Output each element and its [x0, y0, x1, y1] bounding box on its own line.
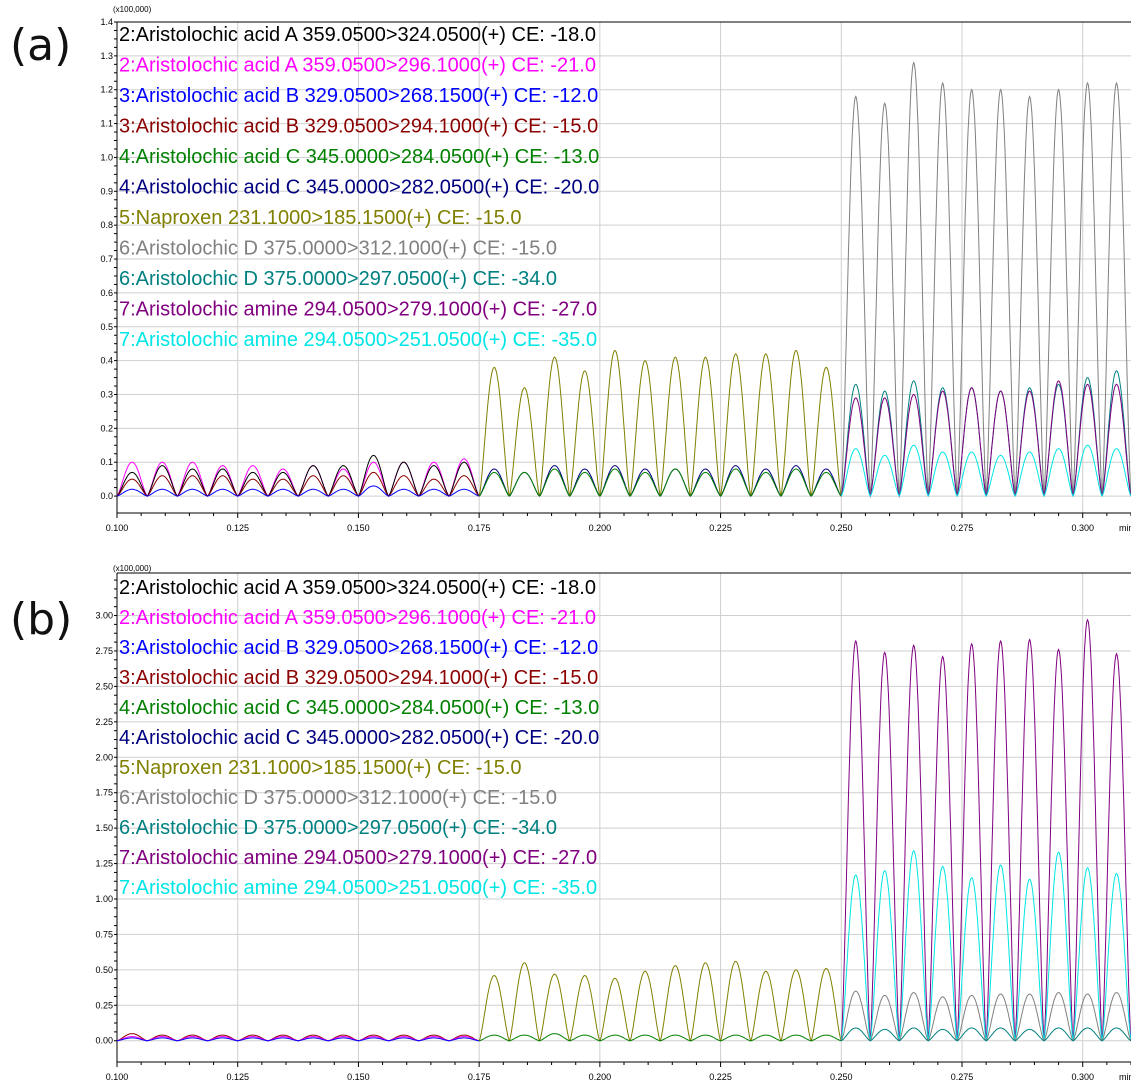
y-tick-label: 1.1	[100, 119, 113, 129]
trace-aam-251	[840, 850, 1131, 1041]
legend-entry-nap-185: 5:Naproxen 231.1000>185.1500(+) CE: -15.…	[119, 207, 522, 229]
y-tick-label: 0.3	[100, 389, 113, 399]
y-tick-label: 1.75	[95, 788, 113, 798]
x-tick-label: 0.275	[951, 523, 974, 533]
x-tick-label: 0.250	[830, 523, 853, 533]
legend: 2:Aristolochic acid A 359.0500>324.0500(…	[119, 577, 599, 899]
y-tick-label: 0.00	[95, 1036, 113, 1046]
trace-aam-251	[840, 444, 1131, 498]
x-tick-label: 0.300	[1071, 1072, 1094, 1082]
trace-aac-284	[479, 1033, 842, 1042]
y-tick-label: 1.3	[100, 51, 113, 61]
trace-nap-185	[478, 960, 842, 1043]
x-tick-label: 0.175	[468, 523, 491, 533]
legend-entry-aac-284: 4:Aristolochic acid C 345.0000>284.0500(…	[119, 697, 599, 719]
legend-entry-aab-294: 3:Aristolochic acid B 329.0500>294.1000(…	[119, 116, 598, 138]
legend-entry-aaa-296: 2:Aristolochic acid A 359.0500>296.1000(…	[119, 55, 596, 77]
legend-entry-aad-312: 6:Aristolochic D 375.0000>312.1000(+) CE…	[119, 238, 557, 260]
x-tick-label: 0.225	[709, 523, 732, 533]
trace-aab-268	[116, 485, 480, 497]
y-tick-label: 1.50	[95, 823, 113, 833]
legend-entry-aam-279: 7:Aristolochic amine 294.0500>279.1000(+…	[119, 299, 597, 321]
trace-aaa-296	[116, 1036, 480, 1042]
chromatogram-a-svg: 0.100 0.125 0.150 0.175 0.200 0.225 0.250 0.275…	[100, 5, 1131, 533]
y-tick-label: 0.8	[100, 220, 113, 230]
legend-entry-aac-282: 4:Aristolochic acid C 345.0000>282.0500(…	[119, 727, 599, 749]
y-tick-label: 1.4	[100, 17, 113, 27]
trace-aac-282	[478, 465, 842, 497]
x-tick-label: 0.225	[709, 1072, 732, 1082]
y-tick-label: 2.25	[95, 717, 113, 727]
y-tick-label: 0.1	[100, 457, 113, 467]
y-tick-label: 0.0	[100, 491, 113, 501]
x-tick-label: 0.250	[830, 1072, 853, 1082]
legend-entry-aac-282: 4:Aristolochic acid C 345.0000>282.0500(…	[119, 177, 599, 199]
y-tick-label: 0.6	[100, 288, 113, 298]
trace-aad-297	[840, 370, 1131, 497]
y-tick-label: 1.25	[95, 859, 113, 869]
trace-aac-284	[478, 468, 842, 497]
legend-entry-aab-294: 3:Aristolochic acid B 329.0500>294.1000(…	[119, 667, 598, 689]
legend-entry-aaa-324: 2:Aristolochic acid A 359.0500>324.0500(…	[119, 577, 596, 599]
y-tick-label: 1.0	[100, 152, 113, 162]
legend-entry-aaa-296: 2:Aristolochic acid A 359.0500>296.1000(…	[119, 607, 596, 629]
x-tick-label: 0.100	[106, 523, 129, 533]
y-tick-label: 0.25	[95, 1000, 113, 1010]
y-tick-label: 2.00	[95, 752, 113, 762]
x-tick-label: 0.175	[468, 1072, 491, 1082]
x-tick-label: 0.150	[347, 1072, 370, 1082]
legend-entry-aaa-324: 2:Aristolochic acid A 359.0500>324.0500(…	[119, 24, 596, 46]
y-tick-label: 0.5	[100, 322, 113, 332]
x-tick-label: 0.200	[589, 1072, 612, 1082]
trace-aam-279	[840, 618, 1131, 1041]
legend-entry-aad-297: 6:Aristolochic D 375.0000>297.0500(+) CE…	[119, 817, 557, 839]
chromatogram-panel-b: 0.100 0.125 0.150 0.175 0.200 0.225 0.250 0.275…	[0, 545, 1131, 1089]
y-tick-label: 0.50	[95, 965, 113, 975]
legend-entry-nap-185: 5:Naproxen 231.1000>185.1500(+) CE: -15.…	[119, 757, 522, 779]
legend: 2:Aristolochic acid A 359.0500>324.0500(…	[119, 24, 599, 351]
legend-entry-aam-251: 7:Aristolochic amine 294.0500>251.0500(+…	[119, 329, 597, 351]
y-tick-label: 0.4	[100, 356, 113, 366]
trace-aaa-296	[116, 458, 480, 497]
chromatogram-panel-a: 0.100 0.125 0.150 0.175 0.200 0.225 0.250 0.275…	[10, 5, 1131, 533]
legend-entry-aam-251: 7:Aristolochic amine 294.0500>251.0500(+…	[119, 877, 597, 899]
legend-entry-aab-268: 3:Aristolochic acid B 329.0500>268.1500(…	[119, 85, 598, 107]
chromatogram-b-svg: 0.100 0.125 0.150 0.175 0.200 0.225 0.250 0.275…	[95, 564, 1131, 1082]
x-tick-label: 0.300	[1071, 523, 1094, 533]
legend-entry-aad-297: 6:Aristolochic D 375.0000>297.0500(+) CE…	[119, 268, 557, 290]
trace-aab-268	[117, 1037, 480, 1042]
y-tick-label: 3.00	[95, 611, 113, 621]
panel-label-a: (a)	[10, 20, 72, 71]
y-tick-label: 0.7	[100, 254, 113, 264]
legend-entry-aac-284: 4:Aristolochic acid C 345.0000>284.0500(…	[119, 146, 599, 168]
y-tick-label: 1.2	[100, 85, 113, 95]
legend-entry-aam-279: 7:Aristolochic amine 294.0500>279.1000(+…	[119, 847, 597, 869]
legend-entry-aad-312: 6:Aristolochic D 375.0000>312.1000(+) CE…	[119, 787, 557, 809]
x-tick-label: 0.125	[226, 523, 249, 533]
x-tick-label: 0.100	[106, 1072, 129, 1082]
y-tick-label: 2.50	[95, 681, 113, 691]
x-tick-label: 0.150	[347, 523, 370, 533]
trace-aad-312	[840, 61, 1131, 497]
x-unit-label: min	[1119, 523, 1131, 533]
x-tick-label: 0.275	[951, 1072, 974, 1082]
y-tick-label: 2.75	[95, 646, 113, 656]
y-tick-label: 0.9	[100, 186, 113, 196]
x-unit-label: min	[1119, 1072, 1131, 1082]
y-scale-note: (x100,000)	[113, 5, 152, 14]
y-tick-label: 0.2	[100, 423, 113, 433]
x-tick-label: 0.125	[226, 1072, 249, 1082]
trace-aaa-324	[116, 454, 480, 497]
trace-aam-279	[840, 380, 1131, 499]
trace-nap-185	[478, 349, 842, 497]
y-tick-label: 0.75	[95, 929, 113, 939]
y-tick-label: 1.00	[95, 894, 113, 904]
trace-aad-297	[841, 1027, 1131, 1042]
grid-lines	[116, 573, 1131, 1062]
legend-entry-aab-268: 3:Aristolochic acid B 329.0500>268.1500(…	[119, 637, 598, 659]
y-scale-note: (x100,000)	[113, 564, 152, 573]
x-tick-label: 0.200	[589, 523, 612, 533]
panel-label-b: (b)	[10, 594, 73, 645]
